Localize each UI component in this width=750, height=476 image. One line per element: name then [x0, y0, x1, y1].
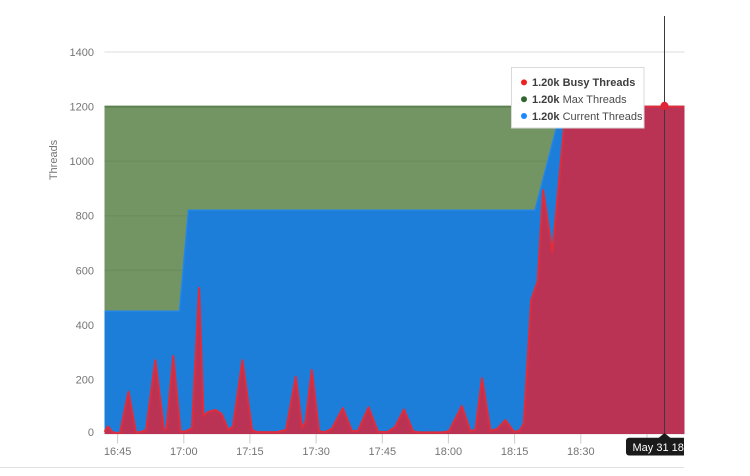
svg-text:18:00: 18:00: [435, 446, 463, 458]
svg-text:1000: 1000: [70, 156, 94, 168]
svg-text:17:30: 17:30: [302, 446, 330, 458]
svg-text:0: 0: [88, 427, 94, 439]
svg-text:Threads: Threads: [48, 139, 60, 180]
svg-text:1.20k Max Threads: 1.20k Max Threads: [532, 94, 627, 106]
svg-text:May 31 18:4: May 31 18:4: [633, 442, 694, 454]
svg-text:18:30: 18:30: [567, 446, 595, 458]
svg-text:1200: 1200: [70, 102, 94, 114]
svg-text:16:45: 16:45: [104, 446, 132, 458]
svg-text:600: 600: [76, 265, 94, 277]
svg-text:200: 200: [76, 374, 94, 386]
svg-text:1400: 1400: [70, 47, 94, 59]
svg-text:1.20k Current Threads: 1.20k Current Threads: [532, 111, 643, 123]
svg-text:400: 400: [76, 320, 94, 332]
svg-text:17:45: 17:45: [369, 446, 397, 458]
svg-text:18:15: 18:15: [501, 446, 529, 458]
svg-text:1.20k Busy Threads: 1.20k Busy Threads: [532, 77, 635, 89]
svg-text:800: 800: [76, 211, 94, 223]
svg-text:17:15: 17:15: [236, 446, 264, 458]
svg-text:17:00: 17:00: [170, 446, 198, 458]
